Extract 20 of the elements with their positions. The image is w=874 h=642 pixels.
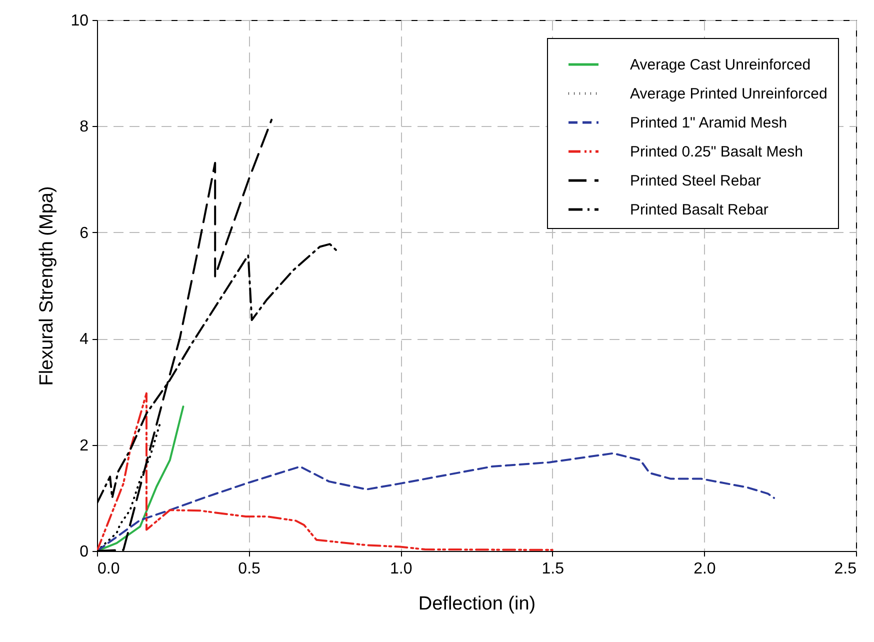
y-tick-label: 10 [70, 12, 89, 30]
y-tick-label: 4 [80, 331, 89, 348]
x-tick-label: 0.0 [98, 560, 120, 578]
x-axis-title: Deflection (in) [418, 594, 536, 614]
x-tick-label: 1.0 [390, 560, 412, 578]
x-tick-label: 0.5 [238, 560, 261, 578]
y-tick-label: 0 [80, 544, 89, 560]
y-tick-label: 8 [80, 118, 89, 136]
y-tick-label: 6 [80, 224, 89, 242]
legend-label: Average Printed Unreinforced [630, 86, 828, 102]
legend-label: Printed 0.25" Basalt Mesh [630, 144, 803, 160]
y-tick-label: 2 [80, 437, 89, 454]
legend-label: Printed 1" Aramid Mesh [630, 114, 788, 132]
x-tick-label: 2.0 [694, 560, 716, 578]
legend-label: Printed Steel Rebar [630, 172, 761, 190]
y-axis-title: Flexural Strength (Mpa) [36, 186, 58, 386]
legend-label: Printed Basalt Rebar [630, 202, 768, 218]
x-tick-label: 2.5 [834, 560, 857, 578]
x-tick-label: 1.5 [542, 560, 564, 578]
legend-label: Average Cast Unreinforced [630, 56, 811, 74]
